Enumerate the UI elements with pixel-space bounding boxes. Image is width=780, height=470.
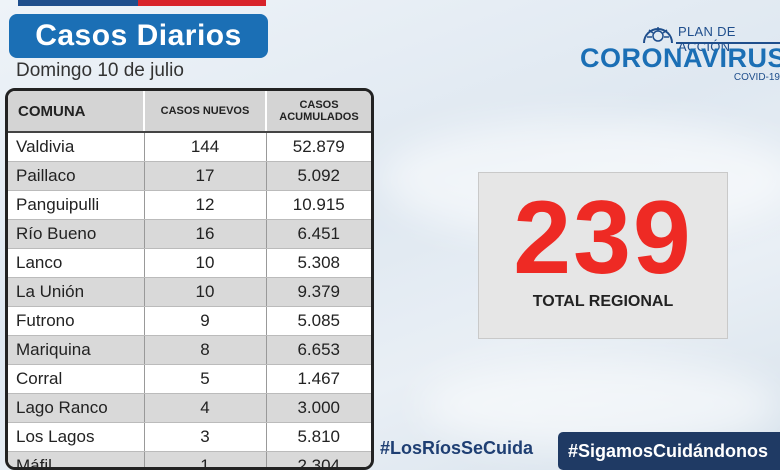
table-row: Paillaco 17 5.092 [8, 161, 371, 191]
cell-casos-acumulados: 3.000 [266, 393, 371, 423]
cell-casos-nuevos: 10 [144, 248, 267, 278]
cell-casos-nuevos: 8 [144, 335, 267, 365]
cell-comuna: La Unión [8, 277, 145, 307]
table-row: Río Bueno 16 6.451 [8, 219, 371, 249]
cell-casos-acumulados: 52.879 [266, 132, 371, 162]
cell-casos-nuevos: 1 [144, 451, 267, 467]
cell-casos-nuevos: 12 [144, 190, 267, 220]
cell-casos-nuevos: 5 [144, 364, 267, 394]
cell-casos-acumulados: 9.379 [266, 277, 371, 307]
column-header-nuevos: CASOS NUEVOS [144, 91, 267, 133]
virus-icon [643, 27, 673, 44]
table-row: Mariquina 8 6.653 [8, 335, 371, 365]
total-regional-card: 239 TOTAL REGIONAL [478, 172, 728, 339]
total-regional-label: TOTAL REGIONAL [532, 293, 674, 310]
cell-casos-nuevos: 17 [144, 161, 267, 191]
cell-casos-acumulados: 5.092 [266, 161, 371, 191]
cell-comuna: Lanco [8, 248, 145, 278]
table-row: Corral 5 1.467 [8, 364, 371, 394]
logo-divider [676, 42, 780, 44]
plan-coronavirus-logo: PLAN DE ACCIÓN CORONAVIRUS COVID-19 [580, 22, 780, 84]
table-header-row: COMUNA CASOS NUEVOS CASOS ACUMULADOS [8, 91, 371, 133]
report-date: Domingo 10 de julio [16, 60, 184, 81]
flag-stripe-red [138, 0, 266, 6]
cell-comuna: Río Bueno [8, 219, 145, 249]
total-regional-value: 239 [513, 180, 693, 296]
hashtag-sigamos: #SigamosCuidándonos [558, 432, 780, 470]
cell-comuna: Mariquina [8, 335, 145, 365]
cell-comuna: Máfil [8, 451, 145, 467]
cell-casos-nuevos: 10 [144, 277, 267, 307]
logo-brand-text: CORONAVIRUS [580, 43, 780, 73]
cell-comuna: Futrono [8, 306, 145, 336]
cell-casos-acumulados: 6.653 [266, 335, 371, 365]
cell-casos-acumulados: 1.467 [266, 364, 371, 394]
table-row: Lanco 10 5.308 [8, 248, 371, 278]
table-row: Futrono 9 5.085 [8, 306, 371, 336]
cell-comuna: Paillaco [8, 161, 145, 191]
cell-casos-acumulados: 5.308 [266, 248, 371, 278]
cell-comuna: Corral [8, 364, 145, 394]
column-header-acumulados: CASOS ACUMULADOS [266, 91, 371, 133]
cell-casos-nuevos: 9 [144, 306, 267, 336]
column-header-comuna: COMUNA [8, 91, 145, 133]
cell-casos-acumulados: 5.810 [266, 422, 371, 452]
cell-casos-nuevos: 4 [144, 393, 267, 423]
flag-stripe [0, 0, 268, 6]
cell-comuna: Panguipulli [8, 190, 145, 220]
table-row: Máfil 1 2.304 [8, 451, 371, 467]
table-row: Lago Ranco 4 3.000 [8, 393, 371, 423]
flag-stripe-blue [18, 0, 138, 6]
logo-sub-text: COVID-19 [733, 72, 780, 83]
table-row: Valdivia 144 52.879 [8, 132, 371, 162]
cell-casos-acumulados: 10.915 [266, 190, 371, 220]
cell-comuna: Lago Ranco [8, 393, 145, 423]
table-row: Panguipulli 12 10.915 [8, 190, 371, 220]
cell-comuna: Los Lagos [8, 422, 145, 452]
cell-comuna: Valdivia [8, 132, 145, 162]
hashtag-los-rios: #LosRíosSeCuida [380, 438, 534, 458]
cell-casos-acumulados: 6.451 [266, 219, 371, 249]
cell-casos-acumulados: 2.304 [266, 451, 371, 467]
cases-table: COMUNA CASOS NUEVOS CASOS ACUMULADOS Val… [5, 88, 374, 470]
table-row: La Unión 10 9.379 [8, 277, 371, 307]
table-row: Los Lagos 3 5.810 [8, 422, 371, 452]
cell-casos-nuevos: 16 [144, 219, 267, 249]
cell-casos-nuevos: 3 [144, 422, 267, 452]
cell-casos-acumulados: 5.085 [266, 306, 371, 336]
cell-casos-nuevos: 144 [144, 132, 267, 162]
page-title: Casos Diarios [9, 14, 268, 58]
